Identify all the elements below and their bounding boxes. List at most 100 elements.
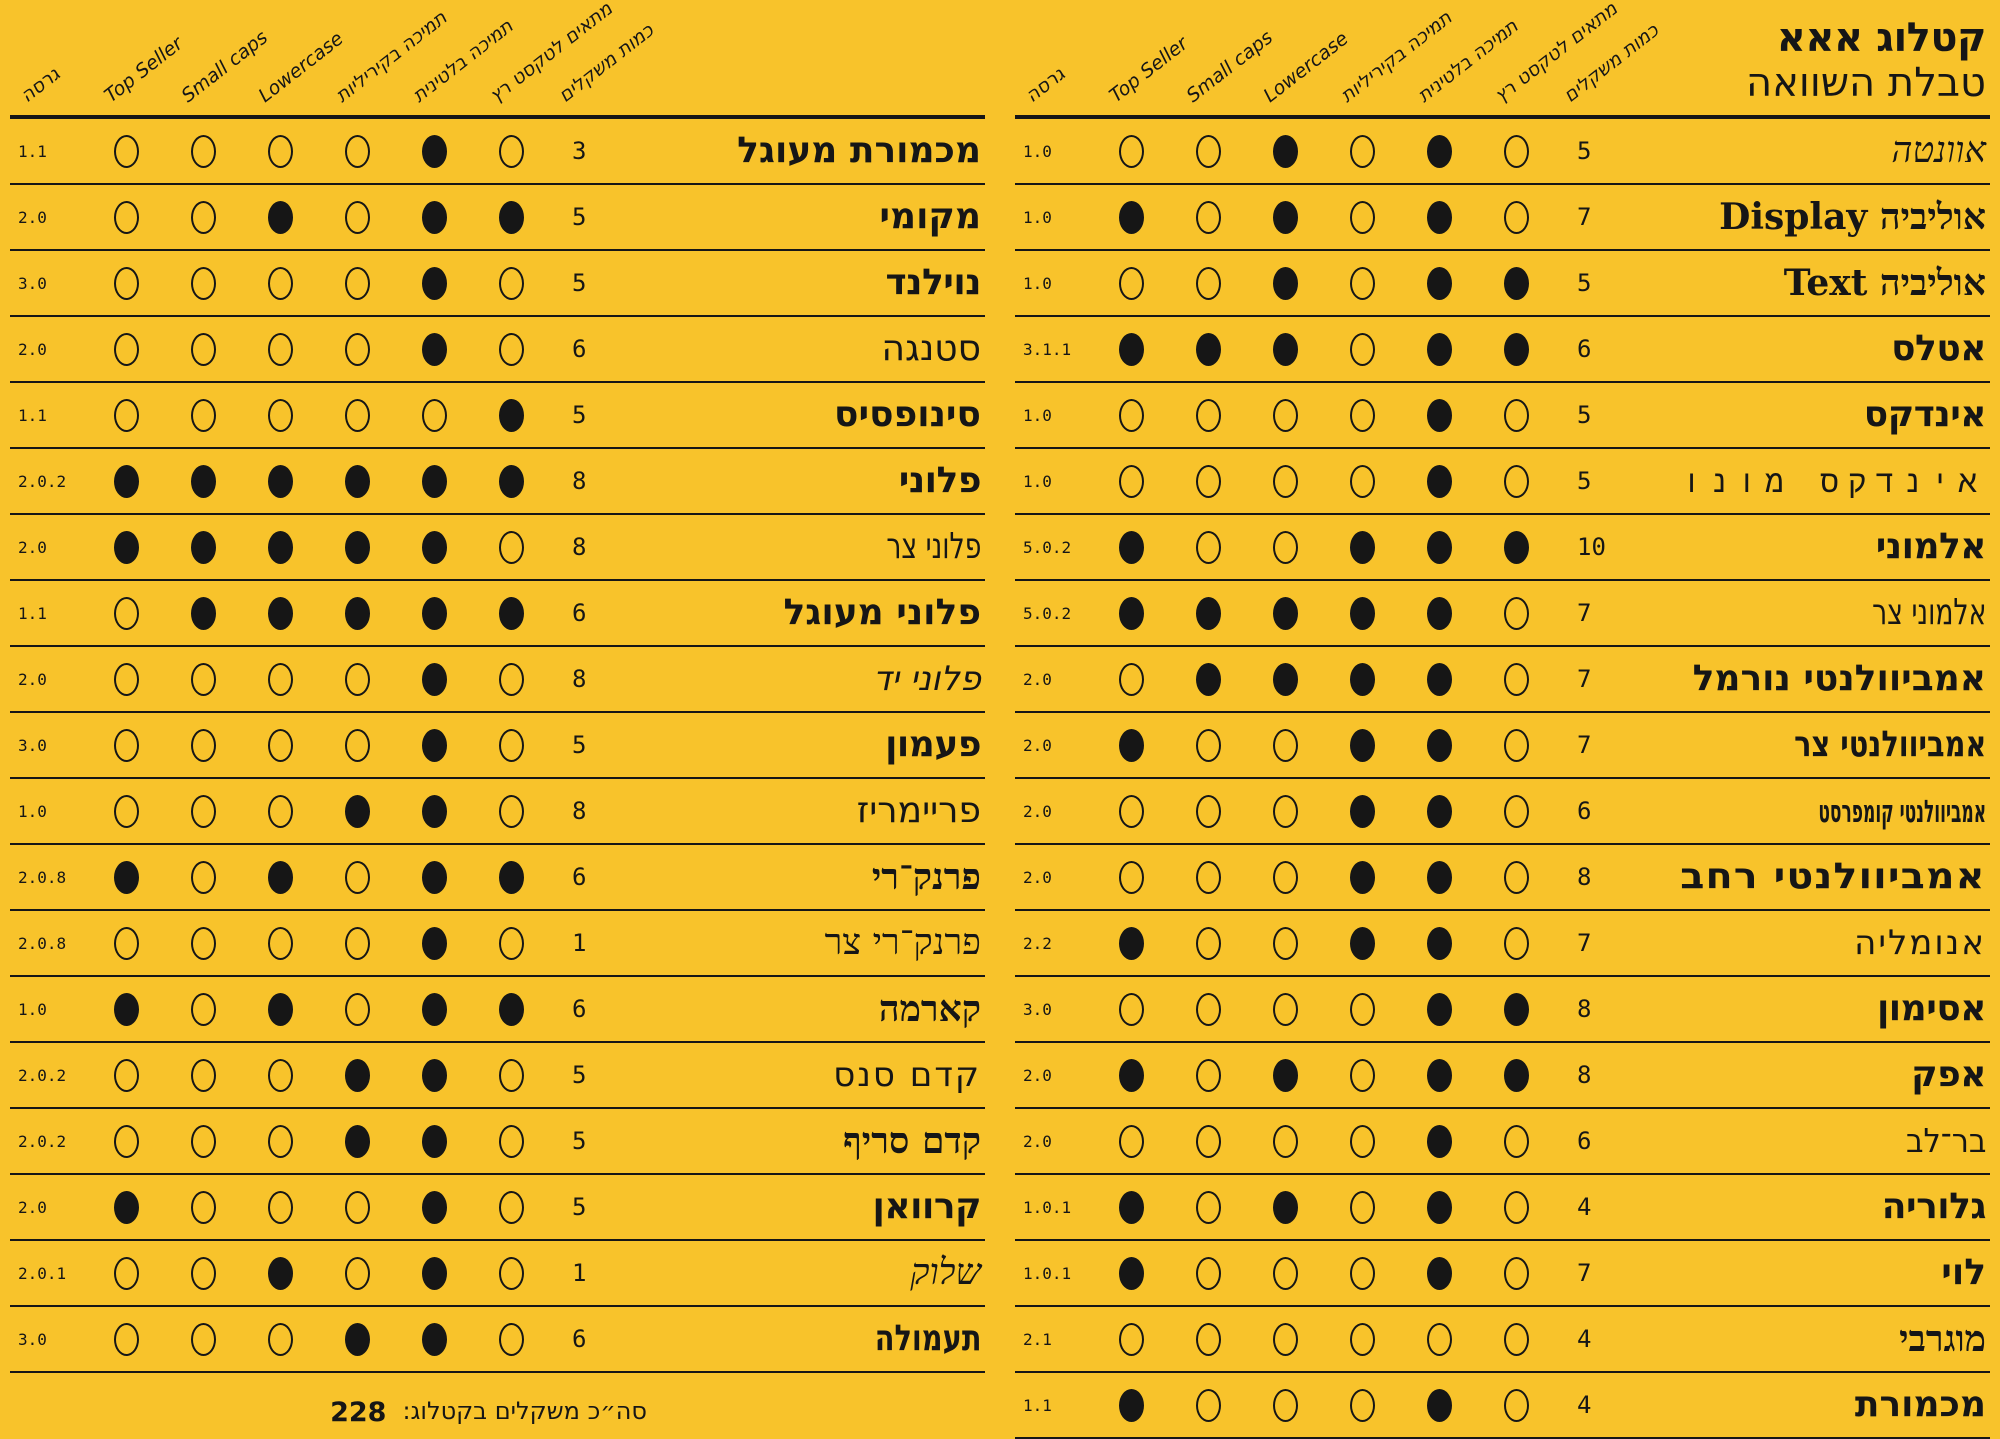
feature-dot-empty [1350,1388,1375,1422]
feature-dot-filled [1119,1058,1144,1092]
weights-count: 8 [1577,995,1592,1023]
font-name-label: פלוני יד [872,659,981,699]
feature-dot-empty [499,530,524,564]
feature-dot-empty [345,926,370,960]
font-name: פרנק־רי צר [630,925,985,961]
feature-dot-filled [191,530,216,564]
version-value: 5.0.2 [1023,603,1072,623]
feature-cell [242,662,319,696]
feature-cell [1170,464,1247,498]
feature-cell [1247,926,1324,960]
table-row: 2.0 6 אמביוולנטי קומפרסט [1015,777,1990,843]
feature-dot-filled [114,464,139,498]
feature-dot-empty [1350,1058,1375,1092]
table-row: 3.0 5 פעמון [10,711,985,777]
feature-cell [1401,1388,1478,1422]
feature-dot-empty [1504,1322,1529,1356]
version-value: 2.0 [18,1197,47,1217]
weights-count: 8 [572,467,587,495]
feature-cell [396,134,473,168]
feature-dot-filled [1427,464,1452,498]
feature-dot-empty [1273,1124,1298,1158]
font-name-label: אלמוני [1875,526,1987,567]
font-name: מכמורת [1635,1387,1990,1423]
feature-cell [1170,398,1247,432]
version-value: 1.1 [18,141,47,161]
feature-cell [396,860,473,894]
feature-dot-empty [114,398,139,432]
feature-cell [165,1190,242,1224]
version-value: 2.2 [1023,933,1052,953]
feature-cell [1478,1058,1555,1092]
feature-cell [1478,992,1555,1026]
feature-dot-filled [422,530,447,564]
font-name: אטלס [1635,331,1990,367]
feature-cell [1170,860,1247,894]
feature-cell [165,332,242,366]
version-value: 1.1 [1023,1395,1052,1415]
feature-cell [88,1190,165,1224]
feature-cell [165,596,242,630]
feature-cell [242,926,319,960]
feature-cell [473,1256,550,1290]
weights-count: 5 [1577,467,1592,495]
feature-cell [1478,464,1555,498]
font-name-label: אוליביה Text [1783,261,1986,304]
weights-count: 6 [572,599,587,627]
table-row: 1.0 6 קארמה [10,975,985,1041]
weights-count: 8 [1577,1061,1592,1089]
feature-dot-empty [499,1322,524,1356]
feature-cell [1247,398,1324,432]
feature-dot-empty [268,1124,293,1158]
version-value: 2.0.2 [18,1065,67,1085]
feature-cell [1478,266,1555,300]
feature-cell [242,200,319,234]
feature-cell [1324,992,1401,1026]
feature-cell [473,662,550,696]
feature-cell [1247,332,1324,366]
weights-count: 5 [1577,137,1592,165]
feature-dot-filled [1427,1124,1452,1158]
feature-cell [165,1124,242,1158]
feature-dot-empty [268,728,293,762]
font-name: סטנגה [630,331,985,367]
feature-cell [1247,1124,1324,1158]
weights-count: 5 [1577,401,1592,429]
feature-cell [1170,1322,1247,1356]
feature-cell [1093,266,1170,300]
feature-dot-filled [1427,1256,1452,1290]
feature-cell [1324,332,1401,366]
feature-dot-filled [1504,266,1529,300]
table-row: 1.1 5 סינופסיס [10,381,985,447]
weights-count: 5 [572,731,587,759]
feature-dot-empty [1350,464,1375,498]
feature-cell [396,530,473,564]
feature-dot-filled [422,596,447,630]
feature-cell [165,134,242,168]
page-title: קטלוג אאא [1776,15,1987,61]
feature-dot-filled [1119,332,1144,366]
font-name-label: פריימריז [856,790,981,831]
feature-dot-filled [499,200,524,234]
feature-dot-filled [1427,794,1452,828]
feature-cell [1170,794,1247,828]
total-weights-label: סה״כ משקלים בקטלוג: [402,1397,647,1425]
feature-dot-filled [1273,134,1298,168]
font-name: אמביוולנטי קומפרסט [1635,793,1990,829]
feature-cell [473,794,550,828]
table-row: 1.0 5 אינדקס [1015,381,1990,447]
feature-cell [88,200,165,234]
feature-cell [396,926,473,960]
feature-cell [473,530,550,564]
feature-cell [1401,398,1478,432]
feature-dot-filled [422,200,447,234]
feature-cell [88,1256,165,1290]
feature-dot-empty [191,662,216,696]
feature-cell [319,398,396,432]
feature-cell [1401,926,1478,960]
weights-count: 5 [572,269,587,297]
font-name-label: אנומליה [1854,923,1986,963]
feature-dot-empty [499,926,524,960]
feature-dot-empty [1350,332,1375,366]
feature-dot-empty [191,134,216,168]
